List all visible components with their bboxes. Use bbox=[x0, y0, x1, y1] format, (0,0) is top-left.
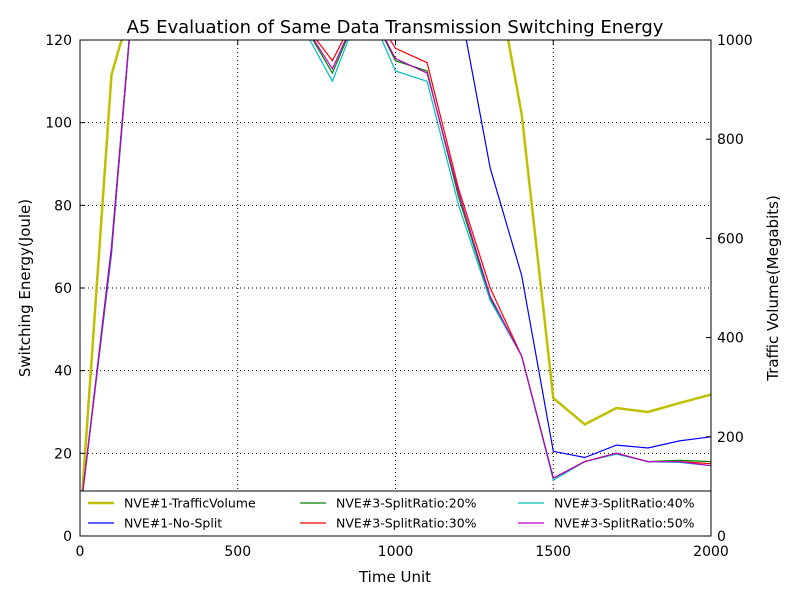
series-lines bbox=[80, 40, 711, 527]
y-tick-label: 20 bbox=[54, 446, 72, 462]
y-tick-label: 100 bbox=[45, 116, 72, 132]
legend-box bbox=[79, 490, 712, 537]
legend-label: NVE#3-SplitRatio:40% bbox=[554, 496, 695, 511]
y2-tick-label: 600 bbox=[717, 231, 744, 247]
chart-title: A5 Evaluation of Same Data Transmission … bbox=[127, 17, 664, 38]
y2-axis-label: Traffic Volume(Megabits) bbox=[764, 195, 782, 382]
y2-tick-label: 0 bbox=[717, 529, 726, 545]
y-tick-label: 40 bbox=[54, 364, 72, 380]
legend-label: NVE#3-SplitRatio:20% bbox=[336, 496, 477, 511]
legend-label: NVE#3-SplitRatio:30% bbox=[336, 516, 477, 531]
y-tick-label: 120 bbox=[45, 33, 72, 49]
legend-label: NVE#3-SplitRatio:50% bbox=[554, 516, 695, 531]
x-tick-label: 2000 bbox=[693, 544, 729, 560]
y-tick-label: 80 bbox=[54, 198, 72, 214]
legend-label: NVE#1-TrafficVolume bbox=[124, 496, 256, 511]
y2-tick-label: 200 bbox=[717, 430, 744, 446]
x-axis-label: Time Unit bbox=[358, 568, 431, 586]
legend: NVE#1-TrafficVolume NVE#1-No-Split NVE#3-S… bbox=[79, 490, 712, 537]
y2-tick-label: 800 bbox=[717, 132, 744, 148]
x-tick-label: 1500 bbox=[535, 544, 571, 560]
x-tick-label: 1000 bbox=[378, 544, 414, 560]
grid bbox=[80, 40, 711, 536]
y2-tick-label: 1000 bbox=[717, 33, 753, 49]
x-tick-label: 0 bbox=[76, 544, 85, 560]
y-axis-label: Switching Energy(Joule) bbox=[16, 199, 34, 377]
x-tick-label: 500 bbox=[224, 544, 251, 560]
series-line-6 bbox=[80, 40, 711, 516]
legend-label: NVE#1-No-Split bbox=[124, 516, 222, 531]
series-line-2 bbox=[80, 40, 711, 516]
series-line-1 bbox=[80, 40, 711, 527]
y-tick-label: 0 bbox=[63, 529, 72, 545]
y-tick-label: 60 bbox=[54, 281, 72, 297]
axis-ticks: 0 500 1000 1500 2000020406080100120020040060… bbox=[45, 33, 752, 560]
y2-tick-label: 400 bbox=[717, 331, 744, 347]
